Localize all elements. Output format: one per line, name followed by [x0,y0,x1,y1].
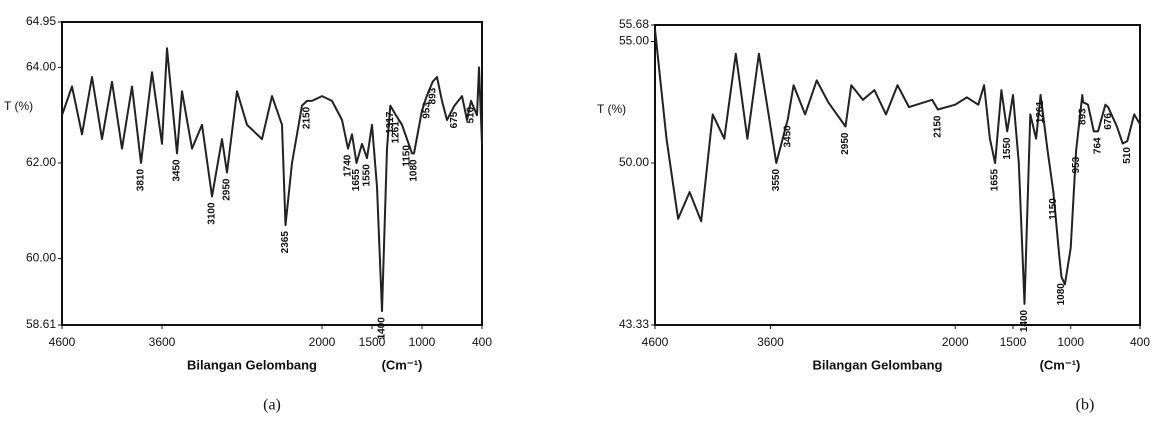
peak-label: 893 [427,87,438,104]
x-tick-label: 2000 [309,335,336,349]
peak-label: 1550 [362,164,373,187]
peak-label: 510 [1122,147,1133,164]
spectrum-line [654,29,1141,305]
x-tick-label: 400 [1130,335,1150,349]
peak-label: 2950 [222,178,233,201]
x-tick-label: 2000 [942,335,969,349]
peak-label: 3450 [782,125,793,148]
y-axis-label: T (%) [597,102,626,116]
peak-label: 1080 [1056,283,1067,306]
x-tick-label: 1500 [1000,335,1027,349]
peak-label: 2365 [280,231,291,254]
peak-label: 1261 [391,121,402,144]
peak-label: 1655 [351,169,362,192]
y-axis-label: T (%) [4,99,33,113]
peak-label: 2150 [933,115,944,138]
peak-label: 3450 [172,159,183,182]
y-tick-label: 64.95 [26,14,56,28]
peak-label: 1400 [1019,309,1030,332]
plot-frame [61,21,483,326]
peak-label: 1400 [377,317,388,340]
x-axis-unit: (Cm⁻¹) [382,357,423,372]
peak-label: 1740 [343,154,354,177]
x-axis-unit: (Cm⁻¹) [1040,357,1081,372]
peak-label: 953 [1071,156,1082,173]
peak-label: 675 [449,111,460,128]
peak-label: 1317 [385,111,396,134]
peak-label: 1150 [402,145,413,167]
caption: (a) [263,397,281,414]
x-tick-label: 1000 [409,335,436,349]
peak-label: 3810 [136,169,147,192]
x-tick-label: 1000 [1057,335,1084,349]
peak-label: 953 [421,102,432,119]
peak-label: 676 [1103,113,1114,130]
x-tick-label: 400 [472,335,492,349]
peak-label: 3550 [771,169,782,192]
x-tick-label: 1500 [359,335,386,349]
peak-label: 1655 [990,169,1001,192]
x-tick-label: 4600 [49,335,76,349]
y-tick-label: 62.00 [26,155,56,169]
x-tick-label: 3600 [757,335,784,349]
spectrum-line [61,47,483,313]
plot-frame [654,24,1141,326]
peak-label: 764 [1093,137,1104,154]
peak-label: 1150 [1048,198,1059,220]
peak-label: 510 [466,106,477,123]
peak-label: 2950 [840,132,851,155]
x-axis-label: Bilangan Gelombang [812,357,942,372]
peak-label: 2150 [302,106,313,129]
y-tick-label: 64.00 [26,60,56,74]
y-tick-label: 50.00 [619,155,649,169]
peak-label: 1550 [1002,137,1013,160]
peak-label: 893 [1078,108,1089,125]
y-tick-label: 55.68 [619,17,649,31]
y-tick-label: 43.33 [619,317,649,331]
peak-label: 1080 [409,159,420,182]
x-axis-label: Bilangan Gelombang [187,357,317,372]
peak-label: 3100 [207,202,218,225]
x-tick-label: 4600 [642,335,669,349]
y-tick-label: 58.61 [26,317,56,331]
x-tick-label: 3600 [149,335,176,349]
peak-label: 1261 [1035,101,1046,124]
y-tick-label: 60.00 [26,251,56,265]
y-tick-label: 55.00 [619,34,649,48]
caption: (b) [1076,397,1095,414]
